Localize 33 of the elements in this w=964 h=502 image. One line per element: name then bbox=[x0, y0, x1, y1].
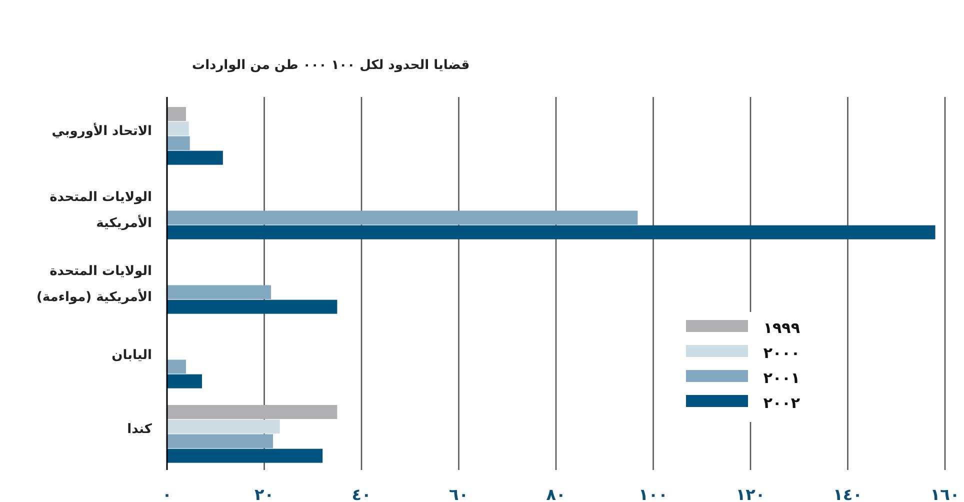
bar bbox=[167, 150, 223, 165]
legend-label: ٢٠٠٠ bbox=[763, 344, 800, 362]
bar bbox=[167, 360, 186, 374]
x-tick-label: ٦٠ bbox=[448, 485, 469, 502]
bar bbox=[167, 107, 186, 121]
x-tick-label: ٢٠ bbox=[254, 485, 274, 502]
legend-label: ٢٠٠٢ bbox=[763, 394, 800, 412]
bar bbox=[167, 434, 274, 448]
legend-label: ١٩٩٩ bbox=[763, 319, 800, 337]
x-tick-label: ١٢٠ bbox=[736, 485, 766, 502]
chart-title: قضايا الحدود لكل ١٠٠ ٠٠٠ طن من الواردات bbox=[192, 58, 470, 73]
bar bbox=[167, 210, 638, 225]
y-tick-label: الاتحاد الأوروبي bbox=[50, 122, 152, 142]
bar bbox=[167, 122, 189, 136]
bar bbox=[167, 405, 338, 419]
y-tick-label: الولايات المتحدة الأمريكية bbox=[48, 188, 152, 233]
x-tick-label: ٠ bbox=[162, 485, 172, 502]
y-tick-label: كندا bbox=[126, 421, 152, 440]
x-tick-label: ١٠٠ bbox=[638, 485, 668, 502]
bar bbox=[167, 285, 272, 300]
x-tick-label: ٤٠ bbox=[352, 485, 372, 502]
bar bbox=[167, 225, 936, 240]
bar bbox=[167, 448, 323, 463]
y-tick-label: الولايات المتحدة الأمريكية (مواءمة) bbox=[35, 263, 152, 308]
bar bbox=[167, 300, 338, 314]
x-tick-label: ١٦٠ bbox=[930, 485, 960, 502]
bar bbox=[167, 136, 190, 150]
y-tick-label: اليابان bbox=[110, 346, 152, 365]
bar bbox=[167, 374, 202, 388]
legend-label: ٢٠٠١ bbox=[763, 369, 800, 387]
bar bbox=[167, 420, 280, 434]
x-tick-label: ١٤٠ bbox=[833, 485, 862, 502]
x-tick-label: ٨٠ bbox=[546, 485, 566, 502]
